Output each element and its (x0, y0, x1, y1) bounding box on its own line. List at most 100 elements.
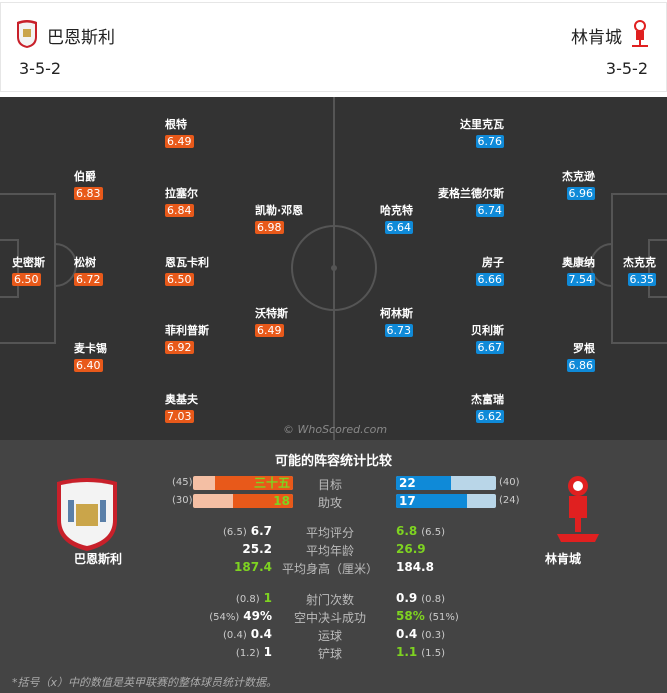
away-player[interactable]: 房子 6.66 (475, 256, 504, 286)
player-rating: 7.03 (165, 410, 194, 423)
stat-label: 空中决斗成功 (293, 611, 366, 625)
home-player[interactable]: 奥基夫 7.03 (165, 393, 198, 423)
home-player[interactable]: 麦卡锡 6.40 (74, 342, 107, 372)
away-player[interactable]: 罗根 6.86 (566, 342, 595, 372)
stat-label: 平均年龄 (305, 544, 354, 558)
home-player[interactable]: 伯爵 6.83 (74, 170, 103, 200)
home-stat-value: 三十五 (253, 476, 290, 490)
home-league-value: (0.8) (235, 594, 260, 605)
home-player[interactable]: 凯勒·邓恩 6.98 (255, 204, 303, 234)
player-rating: 6.73 (384, 324, 413, 337)
player-rating: 6.84 (165, 204, 194, 217)
away-league-value: (6.5) (421, 527, 445, 538)
player-name: 菲利普斯 (165, 324, 209, 337)
player-rating: 6.76 (475, 135, 504, 148)
away-player[interactable]: 杰克克 6.35 (623, 256, 656, 286)
barnsley-badge-icon (57, 478, 117, 551)
home-league-value: (45) (172, 477, 193, 488)
away-team-name[interactable]: 林肯城 (571, 28, 622, 48)
away-row-value: 58% (51%) (396, 609, 463, 623)
player-rating: 6.64 (384, 221, 413, 234)
home-row-value: (6.5) 6.7 (219, 524, 272, 538)
player-rating: 6.50 (12, 273, 41, 286)
home-player[interactable]: 菲利普斯 6.92 (165, 324, 209, 354)
home-value: 0.4 (250, 627, 272, 641)
away-player[interactable]: 贝利斯 6.67 (471, 324, 504, 354)
away-row-value: 0.9 (0.8) (396, 591, 449, 605)
player-rating: 6.83 (74, 187, 103, 200)
home-player[interactable]: 松树 6.72 (74, 256, 103, 286)
player-name: 伯爵 (74, 170, 96, 183)
home-team-label: 巴恩斯利 (74, 552, 123, 566)
player-name: 杰克逊 (562, 170, 595, 183)
home-player[interactable]: 史密斯 6.50 (12, 256, 45, 286)
player-name: 拉塞尔 (165, 187, 198, 200)
home-row-value: 187.4 (226, 560, 272, 574)
away-value: 184.8 (396, 560, 434, 574)
pitch-markings (0, 97, 667, 440)
player-rating: 6.49 (165, 135, 194, 148)
away-value: 1.1 (396, 645, 418, 659)
player-name: 贝利斯 (471, 324, 504, 337)
player-rating: 6.49 (255, 324, 284, 337)
player-rating: 6.62 (475, 410, 504, 423)
away-value: 0.9 (396, 591, 418, 605)
lincoln-badge-icon (557, 476, 599, 542)
away-player[interactable]: 杰富瑞 6.62 (471, 393, 504, 423)
match-header: 巴恩斯利 3-5-2 林肯城 3-5-2 (0, 2, 667, 92)
away-league-value: (0.8) (421, 594, 445, 605)
pitch: 根特 6.49 伯爵 6.83 拉塞尔 6.84 凯勒·邓恩 6.98 史密斯 6.50 松树 6.7… (0, 97, 667, 440)
home-bar-fill (215, 476, 293, 490)
player-name: 房子 (482, 256, 504, 269)
stat-label: 平均身高（厘米） (281, 562, 378, 576)
comparison-title: 可能的阵容统计比较 (274, 454, 392, 469)
barnsley-crest-icon (17, 20, 37, 48)
player-rating: 6.74 (475, 204, 504, 217)
home-league-value: (54%) (209, 612, 240, 623)
player-name: 根特 (165, 118, 187, 131)
player-name: 奥康纳 (562, 256, 595, 269)
home-league-value: (0.4) (223, 630, 247, 641)
home-league-value: (1.2) (235, 648, 260, 659)
home-row-value: (0.8) 1 (232, 591, 272, 605)
player-rating: 7.54 (566, 273, 595, 286)
away-player[interactable]: 柯林斯 6.73 (380, 307, 413, 337)
player-rating: 6.98 (255, 221, 284, 234)
away-player[interactable]: 奥康纳 7.54 (562, 256, 595, 286)
player-rating: 6.72 (74, 273, 103, 286)
home-player[interactable]: 根特 6.49 (165, 118, 194, 148)
away-stat-value: 22 (399, 476, 416, 490)
footnote: *括号（x）中的数值是英甲联赛的整体球员统计数据。 (12, 676, 278, 689)
home-player[interactable]: 拉塞尔 6.84 (165, 187, 198, 217)
away-league-value: (1.5) (421, 648, 445, 659)
away-player[interactable]: 哈克特 6.64 (380, 204, 413, 234)
home-formation: 3-5-2 (19, 59, 62, 78)
stat-label: 平均评分 (305, 526, 354, 540)
lineup-comparison: 可能的阵容统计比较 巴恩斯利 林肯城 (45) 三十五 目标 22 (40) (… (0, 440, 667, 693)
home-stat-value: 18 (273, 494, 290, 508)
away-player[interactable]: 杰克逊 6.96 (562, 170, 595, 200)
home-value: 49% (243, 609, 272, 623)
away-stat-bar: 22 (396, 476, 496, 490)
home-row-value: (1.2) 1 (232, 645, 272, 659)
home-team-name[interactable]: 巴恩斯利 (47, 28, 115, 48)
player-name: 杰克克 (623, 256, 656, 269)
away-value: 0.4 (396, 627, 418, 641)
home-player[interactable]: 恩瓦卡利 6.50 (165, 256, 209, 286)
away-player[interactable]: 达里克瓦 6.76 (460, 118, 504, 148)
away-player[interactable]: 麦格兰德尔斯 6.74 (438, 187, 504, 217)
away-formation: 3-5-2 (605, 59, 648, 78)
player-name: 奥基夫 (165, 393, 198, 406)
home-row-value: (0.4) 0.4 (219, 627, 272, 641)
away-bar-fill (396, 494, 467, 508)
away-row-value: 26.9 (396, 542, 434, 556)
player-name: 凯勒·邓恩 (255, 204, 304, 217)
away-row-value: 6.8 (6.5) (396, 524, 449, 538)
away-value: 26.9 (396, 542, 426, 556)
home-value: 1 (263, 645, 272, 659)
stat-label: 助攻 (317, 496, 342, 510)
home-row-value: 25.2 (234, 542, 272, 556)
away-stat-bar: 17 (396, 494, 496, 508)
home-stat-bar: 三十五 (193, 476, 293, 490)
home-player[interactable]: 沃特斯 6.49 (255, 307, 288, 337)
